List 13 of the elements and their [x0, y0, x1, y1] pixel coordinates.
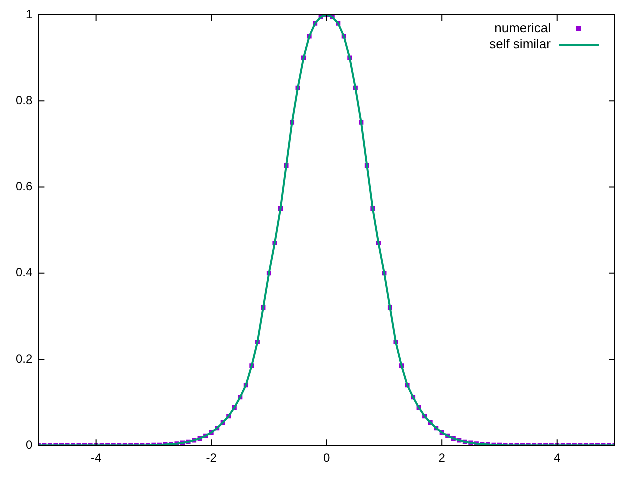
y-tick-label: 0.4 [16, 266, 33, 280]
y-tick-label: 0.2 [16, 352, 33, 366]
x-tick-label: -2 [206, 451, 218, 466]
y-tick-label: 1 [26, 7, 33, 22]
legend-label: self similar [490, 36, 552, 52]
legend-label: numerical [494, 20, 552, 36]
y-tick-label: 0 [26, 438, 33, 452]
x-tick-label: 0 [323, 451, 330, 466]
x-tick-label: 2 [438, 451, 446, 466]
x-tick-label: 4 [554, 451, 562, 466]
y-tick-label: 0.6 [16, 180, 33, 194]
y-tick-label: 0.8 [16, 93, 33, 108]
x-tick-label: -4 [90, 451, 102, 466]
